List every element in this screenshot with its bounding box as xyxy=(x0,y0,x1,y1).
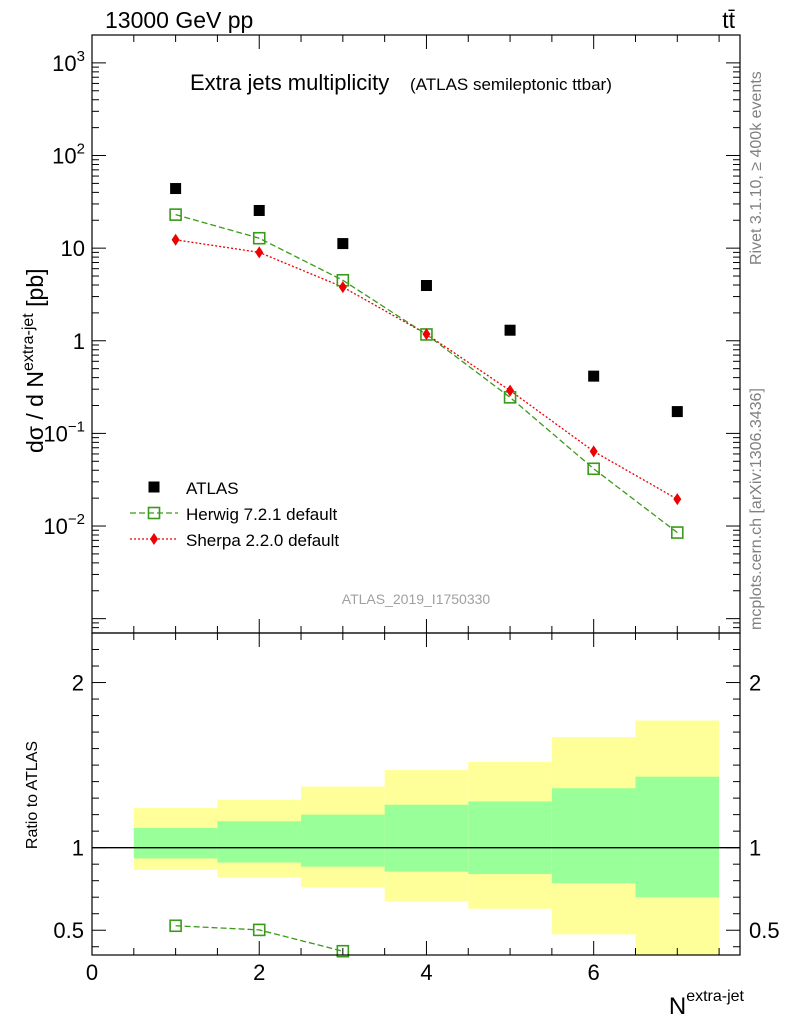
y-tick-label-base: 10 xyxy=(43,514,67,539)
ratio-data-point xyxy=(252,923,266,937)
data-point xyxy=(504,324,516,336)
inner-band-bin xyxy=(217,821,302,863)
ratio-y-tick-label-right: 1 xyxy=(749,836,761,861)
ylabel-superscript: extra-jet xyxy=(20,313,37,371)
inner-band-bin xyxy=(468,801,552,875)
inner-band-bin xyxy=(551,788,636,884)
x-tick-label: 2 xyxy=(253,960,265,985)
data-point xyxy=(587,462,600,476)
x-tick-label: 4 xyxy=(420,960,432,985)
ratio-y-ticks xyxy=(92,649,740,948)
data-point xyxy=(589,445,598,458)
y-tick-label: 1 xyxy=(73,329,85,354)
ratio-series-lines xyxy=(175,925,343,952)
data-point xyxy=(422,328,431,341)
y-tick-label: 10 xyxy=(61,236,85,261)
ratio-plot: 0.5 0.5 1 1 2 2 0 2 4 6 Ratio to ATLAS Nextra-jet xyxy=(24,632,780,1020)
analysis-label: ATLAS_2019_I1750330 xyxy=(342,591,491,607)
series-line-2 xyxy=(175,239,678,500)
data-point xyxy=(171,233,180,246)
data-point xyxy=(588,370,600,382)
main-x-ticks xyxy=(91,35,720,633)
y-tick-label-base: 10 xyxy=(52,51,76,76)
ratio-x-ticks xyxy=(91,633,720,955)
ratio-data-point xyxy=(169,919,182,933)
y-tick-label-exponent: 2 xyxy=(77,141,85,158)
y-tick-label-exponent: −2 xyxy=(68,511,85,528)
ratio-y-tick-label: 0.5 xyxy=(53,918,84,943)
data-point xyxy=(670,526,684,539)
x-tick-label: 0 xyxy=(86,960,98,985)
data-point xyxy=(255,246,264,259)
data-point xyxy=(170,183,182,195)
main-y-axis-label: dσ / d Nextra-jet [pb] xyxy=(20,268,48,453)
chart-subtitle: (ATLAS semileptonic ttbar) xyxy=(410,75,612,94)
y-tick-label-exponent: 3 xyxy=(77,48,85,65)
ylabel-unit: [pb] xyxy=(22,268,48,313)
inner-band-bin xyxy=(133,827,218,859)
ratio-plot-frame xyxy=(91,632,741,956)
y-tick-label: 103 xyxy=(52,48,85,76)
x-tick-label: 6 xyxy=(588,960,600,985)
ratio-y-tick-label-right: 2 xyxy=(749,671,761,696)
xlabel-main-part: N xyxy=(669,993,686,1020)
ratio-y-tick-label-right: 0.5 xyxy=(749,918,780,943)
mcplots-label: mcplots.cern.ch [arXiv:1306.3436] xyxy=(748,388,765,630)
rivet-label: Rivet 3.1.10, ≥ 400k events xyxy=(748,71,765,265)
y-tick-label: 10−1 xyxy=(43,418,85,446)
data-point xyxy=(252,231,266,245)
data-point xyxy=(671,406,683,418)
inner-band-bin xyxy=(301,814,385,867)
data-point xyxy=(673,493,682,506)
ylabel-main-part: dσ / d N xyxy=(22,371,48,453)
legend-label: ATLAS xyxy=(186,479,239,498)
ratio-uncertainty-bands xyxy=(133,720,720,955)
inner-band-bin xyxy=(384,804,469,872)
x-axis-label: Nextra-jet xyxy=(669,988,745,1020)
legend: ATLAS Herwig 7.2.1 default Sherpa 2.2.0 de… xyxy=(130,479,339,550)
xlabel-superscript: extra-jet xyxy=(686,988,744,1005)
ratio-y-axis-label: Ratio to ATLAS xyxy=(24,741,41,849)
series-line-1 xyxy=(175,214,678,534)
data-point xyxy=(420,280,432,292)
y-tick-label: 10−2 xyxy=(43,511,85,539)
process-label: tt̄ xyxy=(722,7,735,33)
ratio-tick-labels: 0.5 0.5 1 1 2 2 0 2 4 6 xyxy=(53,671,779,985)
y-tick-label-exponent: −1 xyxy=(68,418,85,435)
data-point xyxy=(337,238,349,250)
ratio-y-tick-label: 1 xyxy=(72,836,84,861)
ratio-data-point xyxy=(336,944,350,958)
data-point xyxy=(506,384,515,397)
inner-band-bin xyxy=(635,776,720,898)
legend-marker xyxy=(147,506,161,520)
y-tick-label: 102 xyxy=(52,141,85,169)
legend-label: Sherpa 2.2.0 default xyxy=(186,531,339,550)
svg-text:dσ / d Nextra-jet [pb]: dσ / d Nextra-jet [pb] xyxy=(20,268,48,453)
ratio-series-points xyxy=(169,919,350,958)
data-point xyxy=(338,281,347,294)
ratio-y-tick-label: 2 xyxy=(72,671,84,696)
legend-marker xyxy=(148,481,160,493)
legend-label: Herwig 7.2.1 default xyxy=(186,505,337,524)
main-series-points xyxy=(169,183,684,539)
data-point xyxy=(253,204,265,216)
ratio-series-line xyxy=(175,925,343,952)
energy-label: 13000 GeV pp xyxy=(105,7,253,33)
chart-title: Extra jets multiplicity xyxy=(190,70,389,95)
y-tick-label-base: 10 xyxy=(52,144,76,169)
main-series-lines xyxy=(175,214,678,534)
legend-marker xyxy=(150,533,158,545)
y-tick-label-base: 10 xyxy=(43,421,67,446)
data-point xyxy=(169,208,182,221)
